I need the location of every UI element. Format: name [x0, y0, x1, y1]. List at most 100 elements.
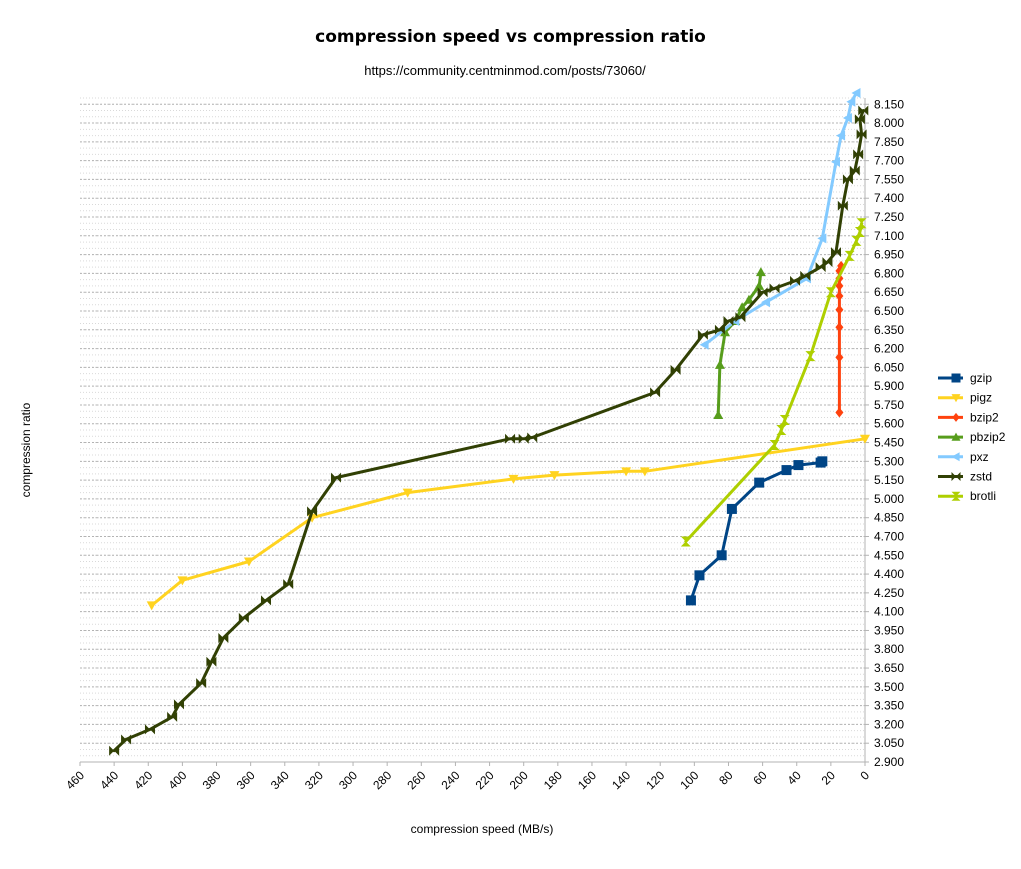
data-point-brotli: [769, 440, 780, 451]
y-tick-label: 7.850: [874, 135, 904, 149]
data-point-gzip: [754, 477, 765, 488]
series-line-pigz: [150, 437, 867, 607]
y-tick-label: 7.400: [874, 191, 904, 205]
x-tick-label: 260: [404, 768, 428, 792]
data-point-bzip2: [835, 322, 844, 333]
data-point-zstd: [238, 612, 249, 623]
series-line-pxz: [703, 91, 858, 347]
series-line-zstd: [112, 109, 865, 753]
y-tick-label: 5.600: [874, 417, 904, 431]
data-point-zstd: [330, 472, 341, 483]
y-tick-label: 2.900: [874, 755, 904, 769]
data-point-pigz: [860, 434, 870, 444]
data-point-pigz: [146, 601, 157, 611]
data-point-pxz: [851, 87, 861, 98]
legend-item-brotli: brotli: [938, 489, 996, 503]
data-point-pxz: [836, 130, 846, 141]
y-tick-label: 6.800: [874, 266, 904, 280]
legend-item-zstd: zstd: [938, 470, 992, 484]
y-tick-label: 3.500: [874, 680, 904, 694]
y-tick-label: 8.150: [874, 97, 904, 111]
legend-label: brotli: [970, 489, 996, 503]
legend-swatch-marker: [952, 412, 960, 422]
y-tick-label: 3.350: [874, 699, 904, 713]
y-tick-label: 7.550: [874, 172, 904, 186]
data-point-gzip: [781, 465, 792, 476]
data-point-zstd: [121, 734, 132, 745]
x-tick-label: 140: [609, 768, 633, 792]
x-tick-label: 20: [819, 768, 839, 788]
data-point-zstd: [714, 324, 725, 335]
data-point-brotli: [856, 218, 867, 229]
data-point-pigz: [621, 467, 632, 477]
data-point-zstd: [854, 114, 865, 125]
y-axis-title: compression ratio: [19, 402, 33, 497]
data-point-zstd: [167, 711, 178, 722]
y-tick-label: 4.100: [874, 605, 904, 619]
data-point-zstd: [206, 656, 217, 667]
x-tick-label: 0: [857, 768, 872, 783]
y-tick-label: 3.200: [874, 717, 904, 731]
legend-swatch-marker: [951, 394, 961, 403]
data-point-gzip: [685, 595, 696, 606]
data-point-zstd: [518, 433, 529, 444]
y-tick-label: 4.550: [874, 548, 904, 562]
y-tick-label: 4.400: [874, 567, 904, 581]
series-gzip: [685, 456, 828, 606]
x-tick-label: 300: [336, 768, 360, 792]
data-point-brotli: [844, 250, 855, 261]
x-tick-label: 200: [507, 768, 531, 792]
data-point-brotli: [825, 287, 836, 298]
legend-label: pbzip2: [970, 430, 1006, 444]
legend-label: pxz: [970, 450, 989, 464]
y-tick-label: 7.100: [874, 229, 904, 243]
data-point-pigz: [402, 488, 413, 498]
y-tick-label: 8.000: [874, 116, 904, 130]
y-tick-label: 5.900: [874, 379, 904, 393]
y-tick-label: 7.700: [874, 154, 904, 168]
data-point-gzip: [726, 503, 737, 514]
data-point-zstd: [769, 283, 780, 294]
data-point-pbzip2: [714, 359, 725, 369]
data-point-zstd: [757, 287, 768, 298]
legend-item-bzip2: bzip2: [938, 410, 999, 424]
data-point-zstd: [822, 257, 833, 268]
series-pigz: [146, 434, 870, 611]
legend-item-pigz: pigz: [938, 391, 992, 405]
legend-label: bzip2: [970, 410, 999, 424]
series-layer: [109, 87, 870, 756]
x-tick-label: 160: [575, 768, 599, 792]
data-point-zstd: [144, 724, 155, 735]
x-tick-label: 320: [302, 768, 326, 792]
y-tick-label: 5.000: [874, 492, 904, 506]
series-brotli: [680, 218, 867, 547]
data-point-zstd: [261, 595, 272, 606]
data-point-pxz: [817, 233, 827, 244]
y-tick-label: 5.450: [874, 436, 904, 450]
y-tick-label: 4.250: [874, 586, 904, 600]
data-point-pigz: [549, 471, 560, 481]
data-point-brotli: [776, 425, 787, 435]
data-point-zstd: [858, 105, 869, 116]
legend-swatch-marker: [951, 491, 961, 501]
data-point-zstd: [735, 312, 746, 323]
data-point-zstd: [650, 387, 661, 398]
data-point-pxz: [846, 96, 856, 107]
data-point-pigz: [177, 576, 188, 586]
y-tick-label: 4.700: [874, 529, 904, 543]
x-tick-label: 80: [716, 768, 736, 788]
x-tick-label: 40: [785, 768, 805, 788]
data-point-gzip: [817, 456, 828, 467]
data-point-pxz: [761, 297, 771, 308]
chart-subtitle: https://community.centminmod.com/posts/7…: [364, 63, 646, 78]
data-point-bzip2: [835, 407, 844, 418]
data-point-bzip2: [835, 290, 844, 301]
data-point-bzip2: [835, 352, 844, 363]
data-point-zstd: [173, 699, 184, 710]
data-point-zstd: [800, 270, 811, 281]
y-tick-label: 6.200: [874, 342, 904, 356]
data-point-zstd: [830, 247, 841, 258]
data-point-zstd: [196, 678, 207, 689]
data-point-zstd: [218, 632, 229, 643]
x-tick-label: 240: [438, 768, 462, 792]
